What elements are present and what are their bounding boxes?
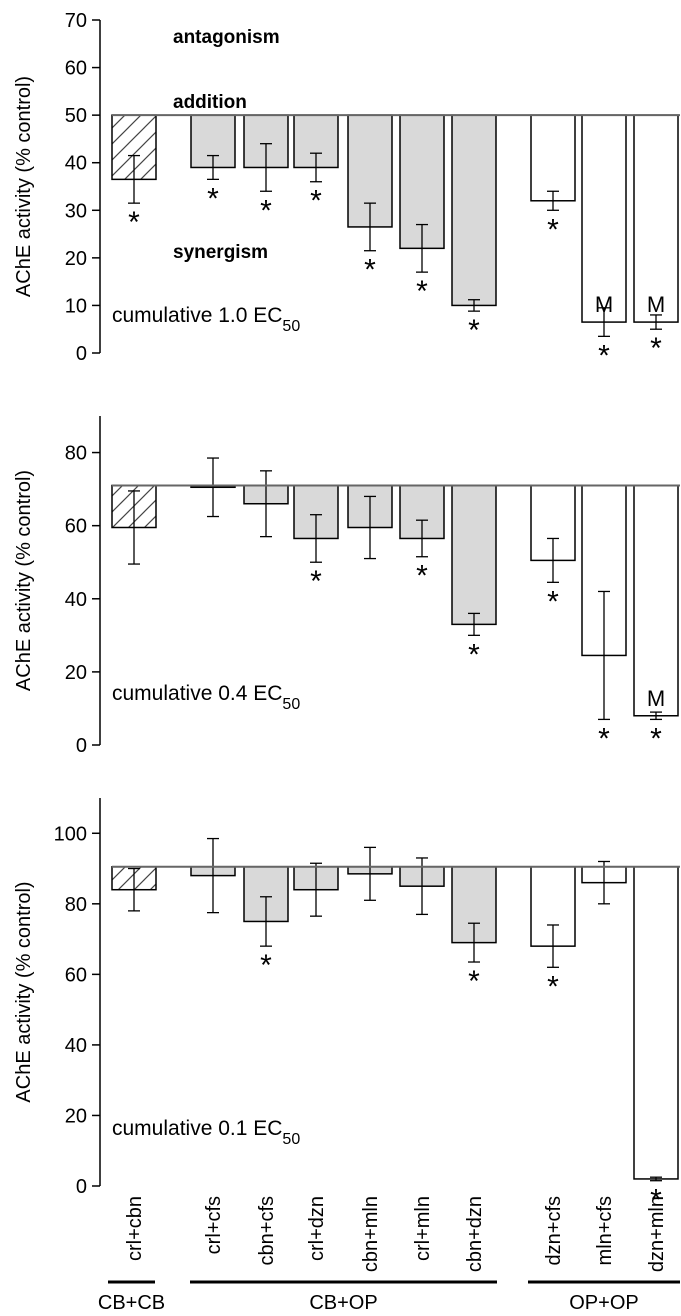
group-label-CB+CB: CB+CB	[98, 1292, 165, 1314]
y-tick-label: 60	[65, 516, 87, 538]
y-tick-label: 20	[65, 248, 87, 270]
panel-2: 0 20 40 60 80 AChE activity (% control) * * * * * *…	[13, 416, 680, 757]
y-axis-label: AChE activity (% control)	[13, 470, 35, 691]
x-tick-label-crl+mln: crl+mln	[412, 1196, 434, 1261]
y-tick-label: 0	[76, 343, 87, 365]
bar-dzn+cfs	[530, 114, 576, 202]
x-tick-label-crl+cfs: crl+cfs	[203, 1196, 225, 1254]
x-tick-label-cbn+cfs: cbn+cfs	[256, 1196, 278, 1265]
x-axis-labels: crl+cbn crl+cfs cbn+cfs crl+dzn cbn+mln crl+m…	[124, 1196, 668, 1272]
panel-label-subscript: 50	[282, 696, 300, 713]
panel-label: cumulative 1.0 EC50	[112, 304, 300, 335]
x-tick-label-crl+dzn: crl+dzn	[306, 1196, 328, 1261]
y-tick-label: 60	[65, 58, 87, 80]
y-tick-label: 20	[65, 1105, 87, 1127]
significance-asterisk: *	[310, 185, 322, 218]
panel-label: cumulative 0.4 EC50	[112, 682, 300, 713]
panels: 0 10 20 30 40 50 60 70 AChE activity (% control)…	[13, 10, 680, 1217]
panel-3: 0 20 40 60 80 100 AChE activity (% control) * * *…	[13, 798, 680, 1217]
panel-label-main: cumulative 0.1 EC	[112, 1117, 282, 1140]
significance-asterisk: *	[416, 560, 428, 593]
y-tick-label: 20	[65, 662, 87, 684]
x-tick-label-cbn+mln: cbn+mln	[360, 1196, 382, 1272]
y-tick-label: 60	[65, 964, 87, 986]
y-axis-label: AChE activity (% control)	[13, 76, 35, 297]
y-tick-label: 80	[65, 443, 87, 465]
y-tick-label: 100	[54, 823, 87, 845]
y-tick-label: 40	[65, 153, 87, 175]
y-tick-label: 10	[65, 295, 87, 317]
y-tick-label: 0	[76, 735, 87, 757]
significance-asterisk: *	[260, 194, 272, 227]
significance-asterisk: *	[598, 722, 610, 755]
bar-dzn+mln	[633, 866, 679, 1180]
significance-asterisk: *	[547, 970, 559, 1003]
significance-asterisk: *	[468, 965, 480, 998]
y-tick-label: 40	[65, 589, 87, 611]
annotation-synergism: synergism	[173, 242, 268, 263]
group-labels: CB+CB CB+OP OP+OP	[98, 1280, 680, 1314]
significance-asterisk: *	[650, 332, 662, 365]
y-tick-label: 80	[65, 894, 87, 916]
annotation-antagonism: antagonism	[173, 27, 280, 48]
bar-dzn+mln	[633, 484, 679, 717]
significance-asterisk: *	[128, 206, 140, 239]
significance-asterisk: *	[310, 565, 322, 598]
x-tick-label-dzn+cfs: dzn+cfs	[543, 1196, 565, 1265]
significance-asterisk: *	[416, 275, 428, 308]
marker-m: M	[647, 686, 665, 711]
significance-asterisk: *	[260, 949, 272, 982]
significance-asterisk: *	[650, 722, 662, 755]
x-tick-label-mln+cfs: mln+cfs	[594, 1196, 616, 1265]
significance-asterisk: *	[650, 1184, 662, 1217]
x-tick-label-crl+cbn: crl+cbn	[124, 1196, 146, 1261]
panel-1: 0 10 20 30 40 50 60 70 AChE activity (% control)…	[13, 10, 680, 372]
marker-m: M	[595, 292, 613, 317]
bar-mln+cfs	[581, 114, 627, 323]
y-tick-label: 50	[65, 105, 87, 127]
panel-label-main: cumulative 1.0 EC	[112, 304, 282, 327]
x-tick-label-cbn+dzn: cbn+dzn	[464, 1196, 486, 1272]
significance-asterisk: *	[547, 585, 559, 618]
y-tick-label: 0	[76, 1176, 87, 1198]
significance-asterisk: *	[547, 213, 559, 246]
bar-cbn+dzn	[451, 114, 497, 307]
group-label-OP+OP: OP+OP	[569, 1292, 638, 1314]
significance-asterisk: *	[207, 182, 219, 215]
y-axis-label: AChE activity (% control)	[13, 881, 35, 1102]
panel-label-main: cumulative 0.4 EC	[112, 682, 282, 705]
panel-label: cumulative 0.1 EC50	[112, 1117, 300, 1148]
y-tick-label: 40	[65, 1035, 87, 1057]
panel-label-subscript: 50	[282, 1131, 300, 1148]
y-tick-label: 30	[65, 200, 87, 222]
significance-asterisk: *	[468, 314, 480, 347]
group-label-CB+OP: CB+OP	[309, 1292, 377, 1314]
marker-m: M	[647, 292, 665, 317]
significance-asterisk: *	[598, 339, 610, 372]
panel-label-subscript: 50	[282, 318, 300, 335]
significance-asterisk: *	[364, 254, 376, 287]
x-tick-label-dzn+mln: dzn+mln	[646, 1196, 668, 1272]
annotation-addition: addition	[173, 92, 247, 113]
bar-dzn+mln	[633, 114, 679, 323]
significance-asterisk: *	[468, 638, 480, 671]
y-tick-label: 70	[65, 10, 87, 32]
bar-cbn+dzn	[451, 484, 497, 626]
